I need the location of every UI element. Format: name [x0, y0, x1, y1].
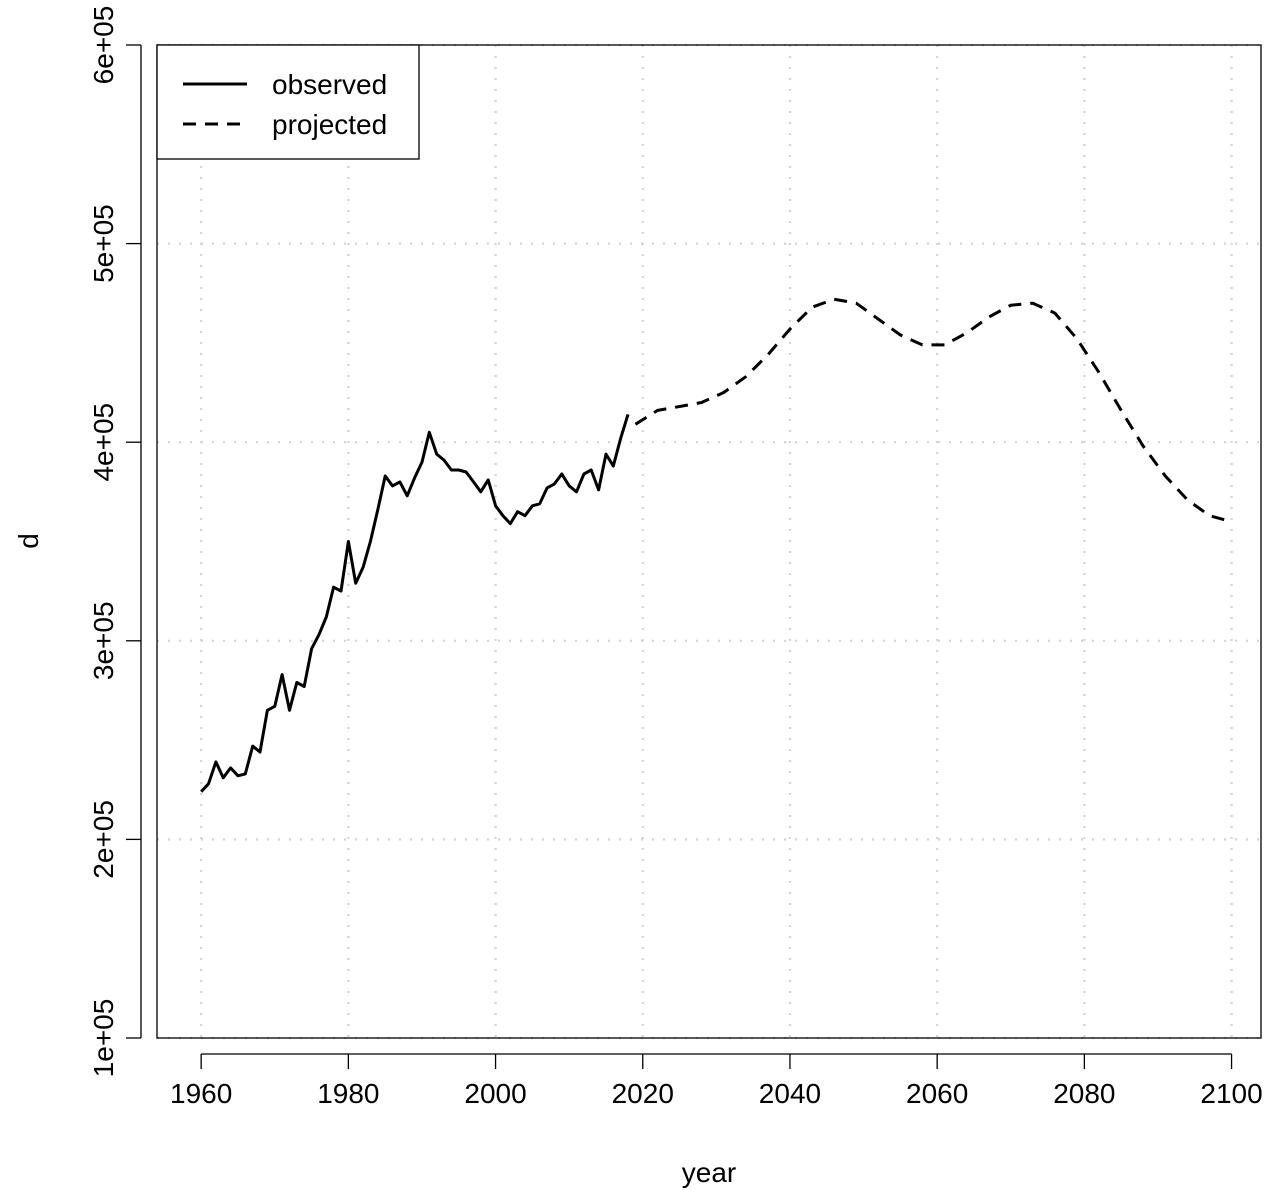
y-tick-label-100000: 1e+05: [88, 999, 119, 1078]
grid-layer: [157, 43, 1261, 1040]
legend-box: [156, 44, 420, 160]
y-tick-label-200000: 2e+05: [88, 800, 119, 879]
y-tick-label-500000: 5e+05: [88, 204, 119, 283]
series-layer: [200, 297, 1225, 793]
y-tick-label-600000: 6e+05: [88, 6, 119, 85]
x-tick-label-2100: 2100: [1200, 1078, 1262, 1109]
series-line-observed: [200, 413, 630, 793]
x-tick-label-2000: 2000: [464, 1078, 526, 1109]
x-tick-label-1960: 1960: [170, 1078, 232, 1109]
legend: observed projected: [156, 44, 420, 160]
x-tick-label-2020: 2020: [612, 1078, 674, 1109]
series-line-projected: [634, 297, 1225, 522]
legend-observed-label: observed: [272, 69, 387, 100]
plot-frame: [156, 44, 1262, 1039]
x-axis-label: year: [682, 1157, 736, 1188]
y-axis-label: d: [13, 533, 44, 549]
legend-projected-label: projected: [272, 109, 387, 140]
y-tick-label-300000: 3e+05: [88, 601, 119, 680]
x-tick-label-2040: 2040: [759, 1078, 821, 1109]
x-tick-label-1980: 1980: [317, 1078, 379, 1109]
x-tick-label-2080: 2080: [1053, 1078, 1115, 1109]
axes-layer: 1960 1980 2000 2020 2040 2060 2080 2100 1e+05 2e+…: [88, 6, 1263, 1109]
x-tick-label-2060: 2060: [906, 1078, 968, 1109]
y-tick-label-400000: 4e+05: [88, 403, 119, 482]
